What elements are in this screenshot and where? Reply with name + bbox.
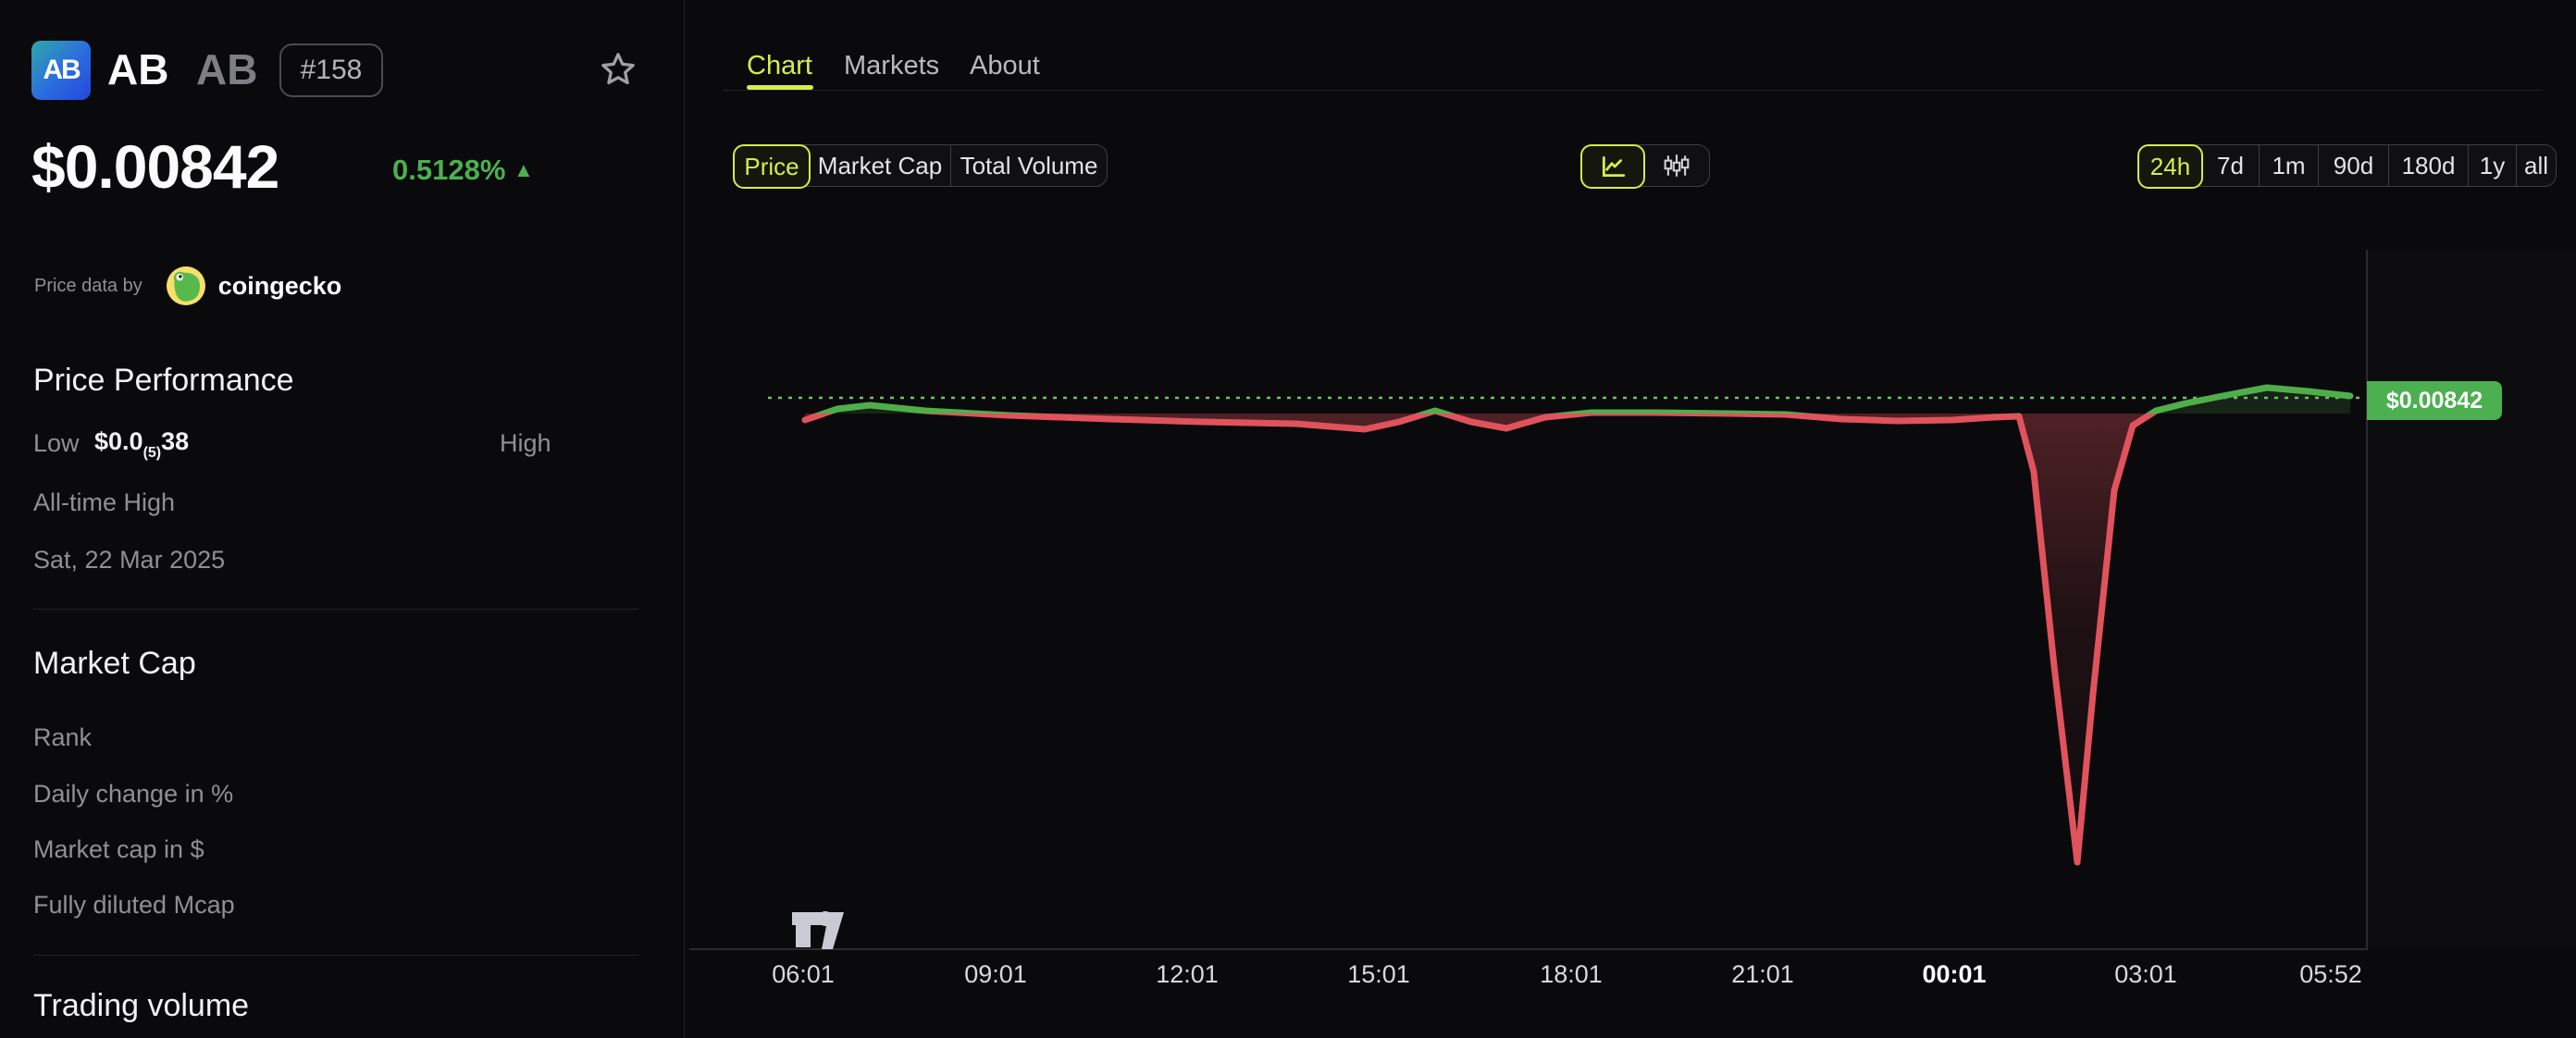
row-label-market-cap: Market cap in $ (33, 835, 204, 863)
coin-ticker: AB (196, 45, 258, 93)
range-all-button[interactable]: all (2523, 151, 2548, 179)
range-24h-button[interactable]: 24h (2137, 144, 2203, 189)
chart-panel: Chart Markets About Price Market Cap Tot… (686, 0, 2576, 1038)
current-price: $0.00842 (31, 132, 279, 201)
price-attribution: Price data by coingecko (34, 266, 341, 305)
low-value-subscript: (5) (142, 445, 162, 461)
time-label-current: 00:01 (1922, 960, 1987, 988)
time-label: 03:01 (2114, 960, 2177, 988)
price-performance-title: Price Performance (33, 363, 294, 398)
row-label-fdv: Fully diluted Mcap (33, 891, 235, 919)
coingecko-wordmark[interactable]: coingecko (217, 271, 342, 300)
range-7d-button[interactable]: 7d (2202, 145, 2260, 186)
price-line-below (801, 414, 2159, 866)
coin-logo: AB (31, 41, 91, 100)
price-scale-column (2368, 250, 2576, 948)
market-cap-title: Market Cap (33, 646, 196, 681)
time-label: 05:52 (2299, 960, 2362, 988)
metric-price-button[interactable]: Price (733, 144, 811, 189)
area-above-baseline (805, 388, 2350, 414)
time-label: 09:01 (964, 960, 1027, 988)
y-axis-line (2366, 250, 2368, 950)
range-90d-button[interactable]: 90d (2319, 145, 2389, 186)
low-label: Low (33, 429, 80, 457)
high-label: High (500, 429, 551, 457)
price-change-24h: 0.5128% ▲ (392, 154, 534, 187)
chart-type-switcher (1580, 144, 1710, 189)
coin-name: AB (107, 45, 169, 93)
tab-markets[interactable]: Markets (844, 51, 940, 80)
row-label-rank: Rank (33, 723, 93, 751)
time-label: 12:01 (1156, 960, 1219, 988)
range-180d-button[interactable]: 180d (2389, 145, 2469, 186)
range-switcher: 24h 7d 1m 90d 180d 1y all (2137, 144, 2557, 189)
price-chart-svg (768, 384, 2365, 866)
time-label: 06:01 (772, 960, 835, 988)
star-icon (601, 53, 635, 85)
favorite-star-button[interactable] (598, 49, 638, 90)
low-value: $0.0(5)38 (94, 427, 189, 462)
x-axis-line (689, 948, 2367, 950)
candlestick-chart-type-button[interactable] (1644, 145, 1709, 186)
range-1m-button[interactable]: 1m (2260, 145, 2319, 186)
price-change-value: 0.5128% (392, 154, 506, 186)
metric-market-cap-button[interactable]: Market Cap (810, 145, 951, 186)
low-value-prefix: $0.0 (94, 427, 143, 455)
time-label: 18:01 (1540, 960, 1603, 988)
tradingview-logo[interactable] (788, 896, 848, 966)
tabs-divider (723, 90, 2542, 91)
coin-summary-panel: AB AB AB #158 $0.00842 0.5128% ▲ Price d… (0, 0, 685, 1038)
area-below-baseline (805, 414, 2350, 862)
candlestick-icon (1664, 154, 1690, 177)
last-price-tag: $0.00842 (2367, 381, 2502, 420)
coingecko-icon (166, 266, 205, 305)
tab-chart[interactable]: Chart (747, 51, 812, 80)
trading-volume-title: Trading volume (33, 988, 250, 1023)
time-label: 21:01 (1731, 960, 1794, 988)
divider (33, 609, 639, 610)
line-chart-icon (1602, 155, 1626, 178)
line-chart-type-button[interactable] (1580, 144, 1645, 189)
divider (33, 955, 639, 956)
tab-about[interactable]: About (970, 51, 1040, 80)
low-value-suffix: 38 (161, 427, 190, 455)
row-label-daily-change: Daily change in % (33, 780, 234, 808)
ath-date: Sat, 22 Mar 2025 (33, 546, 226, 574)
metric-switcher: Price Market Cap Total Volume (733, 144, 1108, 189)
active-tab-underline (747, 85, 813, 90)
ath-label: All-time High (33, 488, 176, 516)
time-label: 15:01 (1347, 960, 1410, 988)
price-chart-area[interactable] (731, 250, 2365, 951)
metric-total-volume-button[interactable]: Total Volume (960, 151, 1098, 179)
range-1y-button[interactable]: 1y (2469, 145, 2517, 186)
attribution-text: Price data by (34, 275, 142, 296)
up-triangle-icon: ▲ (514, 158, 534, 181)
rank-badge: #158 (279, 43, 383, 97)
